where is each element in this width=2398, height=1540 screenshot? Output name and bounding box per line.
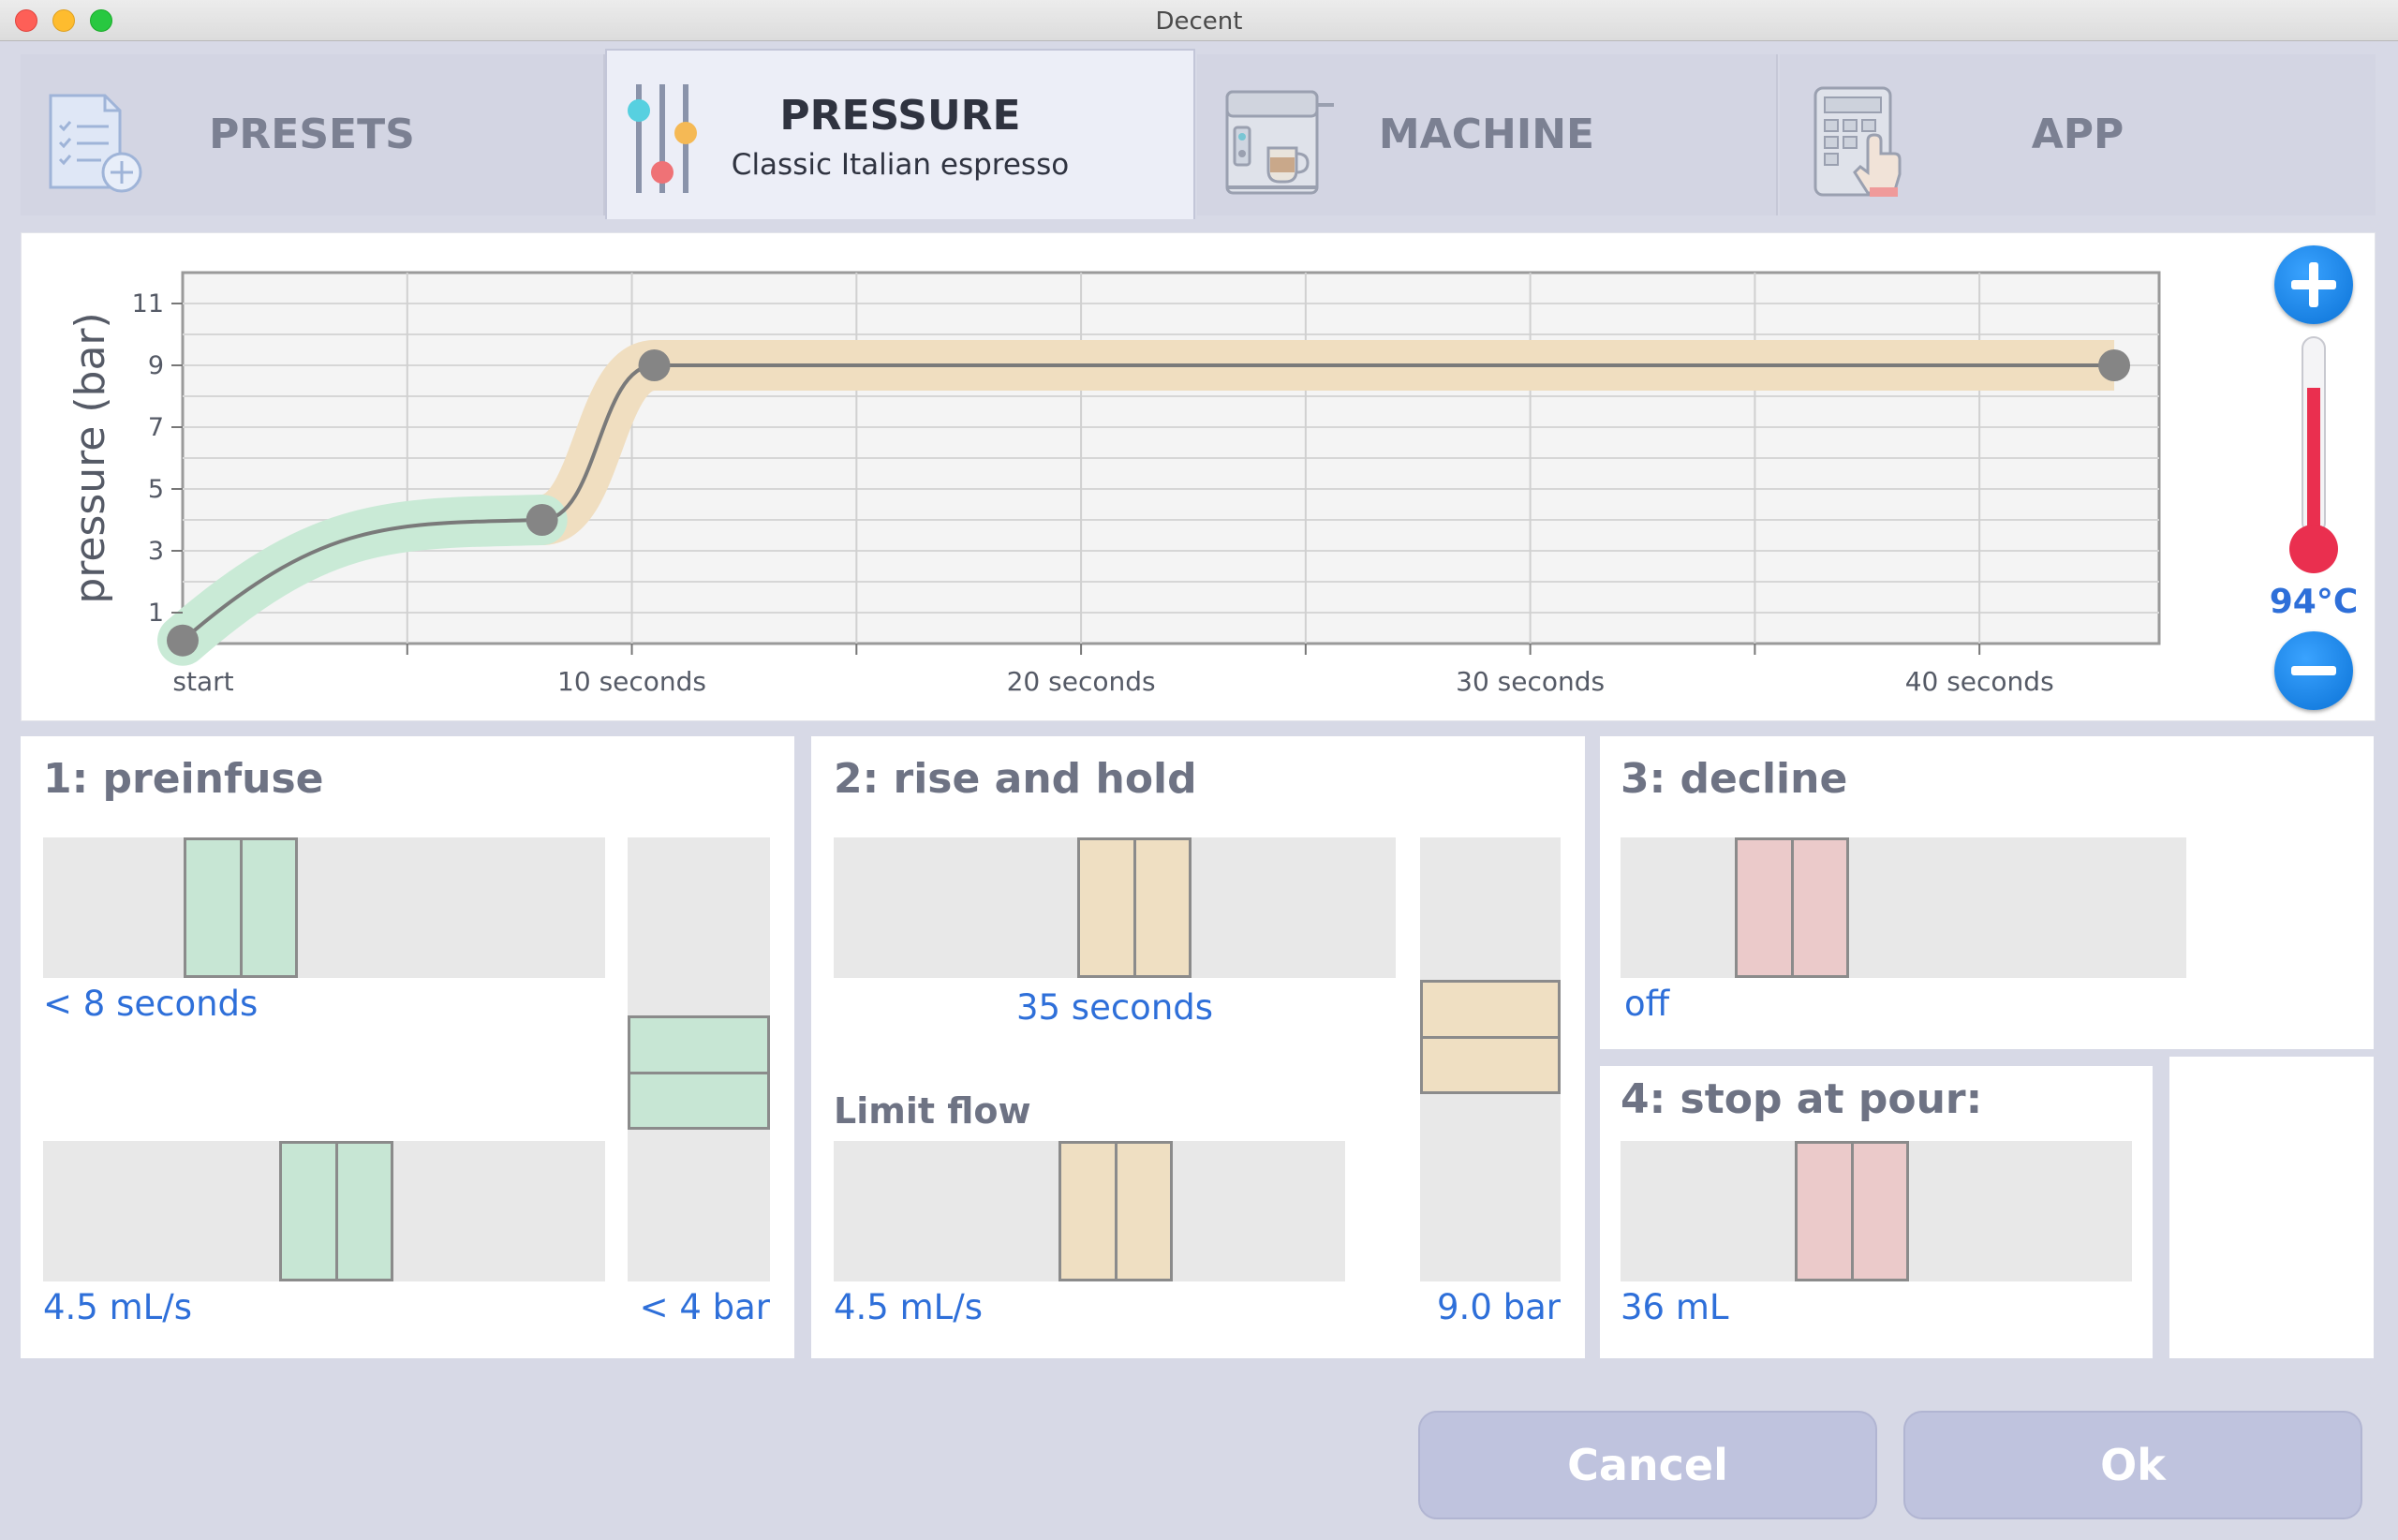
step-stop-title: 4: stop at pour: [1621, 1075, 1983, 1123]
tab-pressure[interactable]: PRESSURE Classic Italian espresso [605, 49, 1195, 219]
rise-hold-flow-slider[interactable] [834, 1141, 1345, 1281]
thermometer-icon [2289, 336, 2338, 573]
preinfuse-flow-slider[interactable] [43, 1141, 605, 1281]
preinfuse-pressure-slider[interactable] [628, 837, 770, 1281]
rise-hold-pressure-thumb[interactable] [1420, 980, 1561, 1094]
rise-hold-time-value: 35 seconds [1015, 987, 1214, 1028]
limit-flow-label: Limit flow [834, 1090, 1031, 1132]
tab-app-label: APP [2031, 111, 2124, 158]
decline-slider[interactable] [1621, 837, 2186, 978]
pressure-line-segment-1 [181, 518, 542, 643]
presets-icon [49, 94, 142, 193]
step-preinfuse-title: 1: preinfuse [43, 755, 324, 803]
minus-icon [2291, 666, 2336, 675]
preinfuse-pressure-thumb[interactable] [628, 1015, 770, 1130]
plus-icon-vertical [2309, 262, 2318, 307]
y-tick-label: 9 [148, 351, 164, 380]
tab-presets-label: PRESETS [209, 111, 415, 158]
espresso-machine-icon [1225, 90, 1334, 195]
preinfuse-time-slider[interactable] [43, 837, 605, 978]
minimize-window-button[interactable] [52, 9, 75, 32]
step-decline-title: 3: decline [1621, 755, 1848, 803]
x-tick-label: 40 seconds [1905, 666, 2054, 697]
tab-app[interactable]: APP [1780, 54, 2376, 215]
decline-value: off [1624, 984, 1670, 1024]
increase-temperature-button[interactable] [2274, 245, 2353, 324]
preinfuse-time-thumb[interactable] [184, 837, 298, 978]
y-tick-label: 5 [148, 475, 164, 504]
rise-hold-pressure-slider[interactable] [1420, 837, 1561, 1281]
rise-hold-time-thumb[interactable] [1077, 837, 1192, 978]
y-tick-label: 1 [148, 599, 164, 628]
step-stop-panel-extension [2169, 1057, 2374, 1358]
x-tick-label: 20 seconds [1007, 666, 1156, 697]
step-rise-hold-title: 2: rise and hold [834, 755, 1197, 803]
pressure-line-segment-2 [541, 363, 655, 522]
chart-point-3[interactable] [638, 349, 671, 381]
chart-point-1[interactable] [167, 624, 199, 657]
pressure-chart[interactable]: 1 3 5 7 9 11 start 10 seconds 20 seconds 30 secon… [22, 233, 2376, 722]
y-tick-label: 11 [132, 289, 164, 318]
stop-volume-thumb[interactable] [1795, 1141, 1909, 1281]
decrease-temperature-button[interactable] [2274, 631, 2353, 710]
pressure-chart-panel: 1 3 5 7 9 11 start 10 seconds 20 seconds 30 secon… [21, 232, 2376, 721]
x-tick-label: 30 seconds [1456, 666, 1605, 697]
chart-point-2[interactable] [525, 504, 558, 536]
rise-hold-pressure-value: 9.0 bar [1437, 1287, 1561, 1327]
app-tablet-icon [1813, 86, 1902, 197]
step-decline-panel: 3: decline off [1600, 736, 2374, 1049]
step-stop-panel: 4: stop at pour: 36 mL [1600, 1066, 2153, 1358]
x-tick-label: 10 seconds [557, 666, 706, 697]
stop-volume-value: 36 mL [1621, 1287, 1729, 1327]
tab-pressure-label: PRESSURE [779, 92, 1021, 140]
profile-name: Classic Italian espresso [731, 148, 1070, 182]
chart-point-4[interactable] [2098, 349, 2131, 381]
close-window-button[interactable] [15, 9, 37, 32]
rise-hold-flow-thumb[interactable] [1058, 1141, 1173, 1281]
y-tick-label: 3 [148, 537, 164, 566]
preinfuse-flow-thumb[interactable] [279, 1141, 393, 1281]
tab-machine[interactable]: MACHINE [1197, 54, 1778, 215]
temperature-value: 94°C [2269, 583, 2359, 621]
preinfuse-flow-value: 4.5 mL/s [43, 1287, 193, 1327]
preinfuse-pressure-value: < 4 bar [639, 1287, 770, 1327]
tab-machine-label: MACHINE [1378, 111, 1595, 158]
sliders-icon [628, 84, 697, 193]
cancel-button[interactable]: Cancel [1418, 1411, 1877, 1519]
rise-hold-flow-value: 4.5 mL/s [834, 1287, 984, 1327]
y-tick-label: 7 [148, 413, 164, 442]
ok-button[interactable]: Ok [1903, 1411, 2362, 1519]
stop-volume-slider[interactable] [1621, 1141, 2132, 1281]
preinfuse-time-value: < 8 seconds [43, 984, 259, 1024]
decline-thumb[interactable] [1735, 837, 1849, 978]
x-tick-label: start [172, 666, 233, 697]
title-bar: Decent [0, 0, 2398, 41]
step-preinfuse-panel: 1: preinfuse < 8 seconds 4.5 mL/s < 4 ba… [21, 736, 794, 1358]
step-rise-hold-panel: 2: rise and hold 35 seconds Limit flow 4… [811, 736, 1585, 1358]
y-axis-title: pressure (bar) [67, 312, 114, 603]
tab-presets[interactable]: PRESETS [21, 54, 605, 215]
rise-hold-time-slider[interactable] [834, 837, 1396, 978]
maximize-window-button[interactable] [90, 9, 112, 32]
window-title: Decent [1155, 7, 1243, 36]
